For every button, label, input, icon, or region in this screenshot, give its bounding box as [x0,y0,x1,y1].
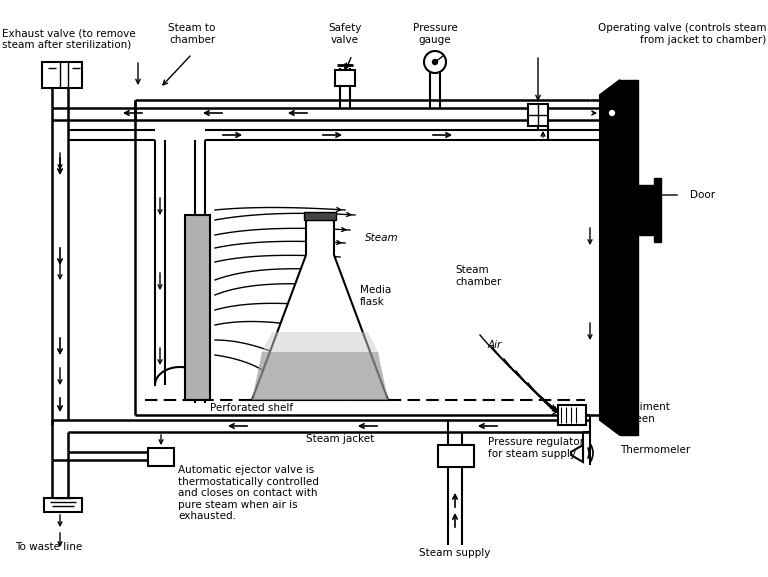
Text: Steam jacket: Steam jacket [306,434,374,444]
Text: Media
flask: Media flask [360,285,391,306]
Text: Operating valve (controls steam
from jacket to chamber): Operating valve (controls steam from jac… [598,23,766,44]
Bar [620,80,638,435]
Bar [148,448,174,466]
Polygon shape [262,332,378,352]
Polygon shape [600,80,620,435]
Bar [558,405,586,425]
Bar [638,185,654,235]
Bar [528,104,548,126]
Bar [654,178,661,242]
Text: Safety
valve: Safety valve [328,23,362,44]
Text: Steam supply: Steam supply [419,548,491,558]
Bar [44,498,82,512]
Polygon shape [252,220,388,400]
Text: To waste line: To waste line [15,542,82,552]
Text: Exhaust valve (to remove
steam after sterilization): Exhaust valve (to remove steam after ste… [2,28,136,50]
Text: Automatic ejector valve is
thermostatically controlled
and closes on contact wit: Automatic ejector valve is thermostatica… [178,465,319,522]
Polygon shape [252,352,388,400]
Text: Air: Air [488,340,502,350]
Text: Pressure
gauge: Pressure gauge [412,23,458,44]
Circle shape [608,109,616,117]
Text: Perforated shelf: Perforated shelf [210,403,293,413]
Bar [438,445,474,467]
Circle shape [424,51,446,73]
Bar [304,212,336,220]
Text: Steam to
chamber: Steam to chamber [168,23,216,44]
Text: Door: Door [690,190,715,200]
Text: Thermomeler: Thermomeler [620,445,690,455]
Bar [335,70,355,86]
Text: Pressure regulator
for steam supply: Pressure regulator for steam supply [488,437,584,459]
Bar [42,62,82,88]
Bar [185,215,210,400]
Text: Steam
chamber: Steam chamber [455,265,502,287]
Text: Steam: Steam [365,233,399,243]
Text: Sediment
screen: Sediment screen [620,402,670,424]
Circle shape [432,59,438,65]
Polygon shape [571,445,583,462]
